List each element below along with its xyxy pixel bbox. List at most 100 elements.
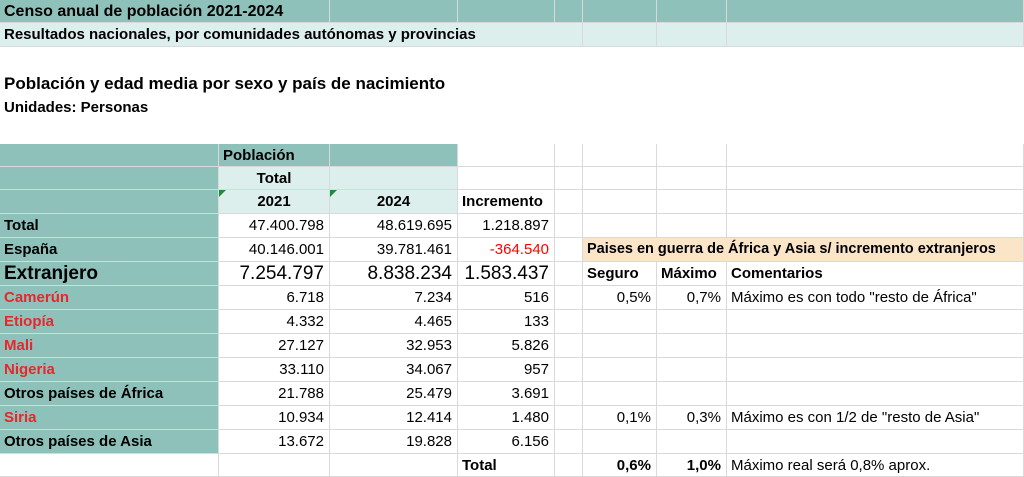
cell[interactable] xyxy=(727,0,1024,23)
header-poblacion[interactable]: Población xyxy=(219,144,330,167)
cell[interactable] xyxy=(555,144,583,167)
value-maximo[interactable]: 0,7% xyxy=(657,286,727,310)
sheet-title[interactable]: Censo anual de población 2021-2024 xyxy=(0,0,330,23)
row-label[interactable]: Siria xyxy=(0,406,219,430)
row-label[interactable]: Etiopía xyxy=(0,310,219,334)
value-2021[interactable]: 21.788 xyxy=(219,382,330,406)
cell[interactable] xyxy=(657,382,727,406)
cell[interactable] xyxy=(657,167,727,190)
row-label[interactable]: Mali xyxy=(0,334,219,358)
value-2021[interactable]: 10.934 xyxy=(219,406,330,430)
value-2021[interactable]: 13.672 xyxy=(219,430,330,454)
value-2024[interactable]: 25.479 xyxy=(330,382,458,406)
value-2024[interactable]: 19.828 xyxy=(330,430,458,454)
total-comentario[interactable]: Máximo real será 0,8% aprox. xyxy=(727,454,1024,477)
cell[interactable] xyxy=(657,334,727,358)
cell[interactable] xyxy=(727,382,1024,406)
cell[interactable] xyxy=(657,358,727,382)
cell[interactable] xyxy=(555,286,583,310)
value-2024[interactable]: 34.067 xyxy=(330,358,458,382)
cell[interactable] xyxy=(555,167,583,190)
cell[interactable] xyxy=(0,167,219,190)
cell[interactable] xyxy=(458,167,555,190)
cell[interactable] xyxy=(555,334,583,358)
value-incremento[interactable]: 6.156 xyxy=(458,430,555,454)
cell[interactable] xyxy=(657,214,727,238)
cell[interactable] xyxy=(657,430,727,454)
cell[interactable] xyxy=(657,0,727,23)
cell[interactable] xyxy=(555,430,583,454)
cell[interactable] xyxy=(657,144,727,167)
cell[interactable] xyxy=(727,167,1024,190)
cell[interactable] xyxy=(555,310,583,334)
value-2024[interactable]: 4.465 xyxy=(330,310,458,334)
totals-label[interactable]: Total xyxy=(458,454,555,477)
cell[interactable] xyxy=(0,190,219,214)
value-maximo[interactable]: 0,3% xyxy=(657,406,727,430)
row-label[interactable]: Extranjero xyxy=(0,262,219,286)
row-label[interactable]: España xyxy=(0,238,219,262)
value-2024[interactable]: 32.953 xyxy=(330,334,458,358)
value-incremento[interactable]: 957 xyxy=(458,358,555,382)
header-seguro[interactable]: Seguro xyxy=(583,262,657,286)
value-2024[interactable]: 12.414 xyxy=(330,406,458,430)
cell[interactable] xyxy=(555,454,583,477)
cell[interactable] xyxy=(657,190,727,214)
cell[interactable] xyxy=(727,190,1024,214)
value-comentario[interactable]: Máximo es con 1/2 de "resto de Asia" xyxy=(727,406,1024,430)
cell[interactable] xyxy=(657,23,727,47)
value-2021[interactable]: 6.718 xyxy=(219,286,330,310)
value-incremento[interactable]: 133 xyxy=(458,310,555,334)
cell[interactable] xyxy=(555,238,583,262)
cell[interactable] xyxy=(555,262,583,286)
value-incremento[interactable]: 5.826 xyxy=(458,334,555,358)
value-incremento[interactable]: 3.691 xyxy=(458,382,555,406)
value-2021[interactable]: 40.146.001 xyxy=(219,238,330,262)
cell[interactable] xyxy=(555,0,583,23)
row-label[interactable]: Nigeria xyxy=(0,358,219,382)
panel-heading[interactable]: Paises en guerra de África y Asia s/ inc… xyxy=(583,238,1024,262)
cell[interactable] xyxy=(555,406,583,430)
sheet-subtitle[interactable]: Resultados nacionales, por comunidades a… xyxy=(0,23,583,47)
value-comentario[interactable]: Máximo es con todo "resto de África" xyxy=(727,286,1024,310)
value-incremento[interactable]: 1.218.897 xyxy=(458,214,555,238)
header-comentarios[interactable]: Comentarios xyxy=(727,262,1024,286)
value-incremento[interactable]: 1.480 xyxy=(458,406,555,430)
cell[interactable] xyxy=(330,167,458,190)
row-label[interactable]: Otros países de África xyxy=(0,382,219,406)
cell[interactable] xyxy=(583,430,657,454)
value-seguro[interactable]: 0,1% xyxy=(583,406,657,430)
cell[interactable] xyxy=(583,23,657,47)
value-2021[interactable]: 47.400.798 xyxy=(219,214,330,238)
cell[interactable] xyxy=(0,144,219,167)
row-label[interactable]: Camerún xyxy=(0,286,219,310)
header-total[interactable]: Total xyxy=(219,167,330,190)
value-2021[interactable]: 7.254.797 xyxy=(219,262,330,286)
cell[interactable] xyxy=(727,214,1024,238)
cell[interactable] xyxy=(583,382,657,406)
cell[interactable] xyxy=(583,334,657,358)
cell[interactable] xyxy=(727,358,1024,382)
cell[interactable] xyxy=(555,382,583,406)
value-2021[interactable]: 4.332 xyxy=(219,310,330,334)
cell[interactable] xyxy=(330,454,458,477)
cell[interactable] xyxy=(657,310,727,334)
cell[interactable] xyxy=(727,334,1024,358)
units-label[interactable]: Unidades: Personas xyxy=(4,99,149,116)
value-2024[interactable]: 39.781.461 xyxy=(330,238,458,262)
cell[interactable] xyxy=(727,430,1024,454)
header-incremento[interactable]: Incremento xyxy=(458,190,555,214)
value-2021[interactable]: 33.110 xyxy=(219,358,330,382)
value-seguro[interactable]: 0,5% xyxy=(583,286,657,310)
row-label[interactable]: Otros países de Asia xyxy=(0,430,219,454)
header-2024[interactable]: 2024 xyxy=(330,190,458,214)
cell[interactable] xyxy=(583,214,657,238)
cell[interactable] xyxy=(330,0,458,23)
cell[interactable] xyxy=(727,144,1024,167)
cell[interactable] xyxy=(458,0,555,23)
value-2021[interactable]: 27.127 xyxy=(219,334,330,358)
cell[interactable] xyxy=(583,167,657,190)
cell[interactable] xyxy=(0,454,219,477)
cell[interactable] xyxy=(555,190,583,214)
value-incremento[interactable]: 516 xyxy=(458,286,555,310)
